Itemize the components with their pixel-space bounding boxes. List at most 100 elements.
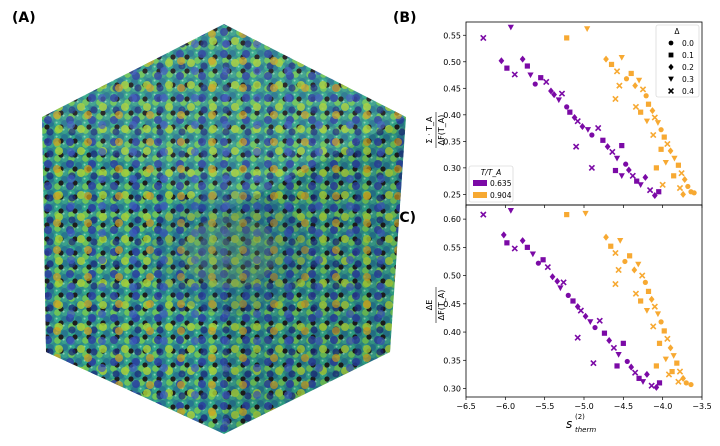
data-point	[498, 57, 505, 65]
legend-swatch-purple	[473, 180, 487, 186]
y-tick-label: 0.40	[443, 111, 461, 120]
data-point	[500, 231, 507, 239]
data-point	[658, 319, 664, 325]
data-point	[661, 134, 667, 140]
svg-text:s: s	[566, 417, 572, 431]
data-point	[676, 368, 684, 375]
data-point	[480, 211, 487, 218]
y-tick-label: 0.35	[443, 356, 461, 365]
data-point	[664, 335, 671, 343]
data-point	[643, 93, 649, 99]
data-point	[680, 374, 686, 382]
data-point	[643, 118, 651, 125]
data-point	[638, 298, 644, 304]
data-point	[642, 279, 648, 285]
data-point	[511, 71, 518, 78]
y-tick-label: 0.45	[443, 84, 461, 93]
data-point	[669, 368, 675, 375]
data-point	[574, 334, 581, 341]
data-point	[540, 257, 546, 263]
x-tick-label: −6.0	[496, 402, 515, 411]
data-point	[629, 172, 636, 179]
x-tick-label: −5.5	[535, 402, 554, 411]
y-tick-label: 0.55	[443, 31, 461, 40]
data-point	[620, 340, 626, 346]
data-point	[634, 178, 640, 184]
legend-delta-2: 0.2	[682, 63, 694, 72]
panel-c-axes	[465, 204, 703, 398]
data-point	[654, 311, 662, 318]
x-tick-label: −4.0	[653, 402, 672, 411]
data-point	[519, 237, 526, 245]
data-point	[560, 279, 567, 286]
data-point	[584, 127, 592, 133]
data-point	[549, 273, 556, 281]
legend-delta-0: 0.0	[682, 39, 694, 48]
data-point	[670, 353, 677, 359]
data-point	[558, 90, 566, 97]
data-point	[555, 97, 562, 104]
data-point	[609, 148, 616, 156]
legend-delta-3: 0.3	[682, 75, 694, 84]
svg-text:T/T_A: T/T_A	[481, 168, 502, 177]
data-point	[667, 344, 674, 352]
data-point	[653, 383, 660, 391]
data-point	[654, 120, 662, 126]
panel-a-label: (A)	[12, 10, 36, 26]
data-point	[532, 81, 538, 87]
legend-marker-x	[668, 88, 674, 94]
delta-legend: Δ 0.0 0.1 0.2 0.3 0.4	[655, 24, 700, 98]
data-point	[524, 63, 530, 69]
data-point	[662, 159, 669, 166]
data-point	[632, 82, 638, 90]
data-point	[639, 379, 647, 385]
data-point	[671, 155, 678, 162]
data-point	[589, 132, 595, 138]
data-point	[596, 317, 603, 324]
data-point	[511, 245, 518, 252]
data-point	[564, 104, 570, 110]
x-axis-label: s (2) therm	[566, 413, 596, 434]
data-point	[535, 260, 541, 266]
data-point	[543, 78, 550, 86]
x-tick-label: −6.5	[456, 402, 475, 411]
x-tick-label: −5.0	[574, 402, 593, 411]
data-point	[603, 233, 609, 241]
data-point	[648, 382, 655, 389]
data-point	[637, 182, 644, 188]
y-tick-label: 0.30	[443, 164, 461, 173]
data-point	[632, 290, 640, 297]
data-point	[613, 68, 621, 75]
data-point	[661, 328, 667, 334]
temperature-legend: T/T_A 0.635 0.904	[468, 165, 514, 203]
data-point	[604, 143, 611, 151]
data-point	[658, 146, 664, 152]
data-point	[612, 280, 619, 288]
legend-marker-triangle-down	[668, 76, 674, 82]
svg-text:ΔE: ΔE	[425, 300, 434, 311]
data-point	[548, 87, 554, 95]
data-point	[643, 308, 651, 314]
data-point	[676, 184, 684, 192]
svg-text:ΔF(T_A): ΔF(T_A)	[437, 290, 446, 321]
data-point	[648, 295, 655, 303]
data-point	[635, 77, 643, 84]
panel-b-label: (B)	[393, 10, 417, 26]
data-point	[480, 34, 487, 42]
data-point	[554, 277, 561, 285]
x-tick-label: −3.5	[692, 402, 711, 411]
data-point	[636, 375, 642, 381]
data-point	[565, 292, 571, 298]
data-point	[675, 162, 681, 168]
data-point	[685, 183, 691, 190]
y-tick-label: 0.35	[443, 137, 461, 146]
data-point	[600, 137, 606, 143]
data-point	[659, 181, 666, 189]
data-point	[681, 176, 688, 184]
data-point	[557, 285, 564, 292]
data-point	[656, 380, 663, 386]
panel-c-ylabel: ΔE ΔF(T_A)	[425, 287, 446, 323]
svg-text:therm: therm	[575, 426, 596, 434]
data-point	[662, 356, 669, 363]
